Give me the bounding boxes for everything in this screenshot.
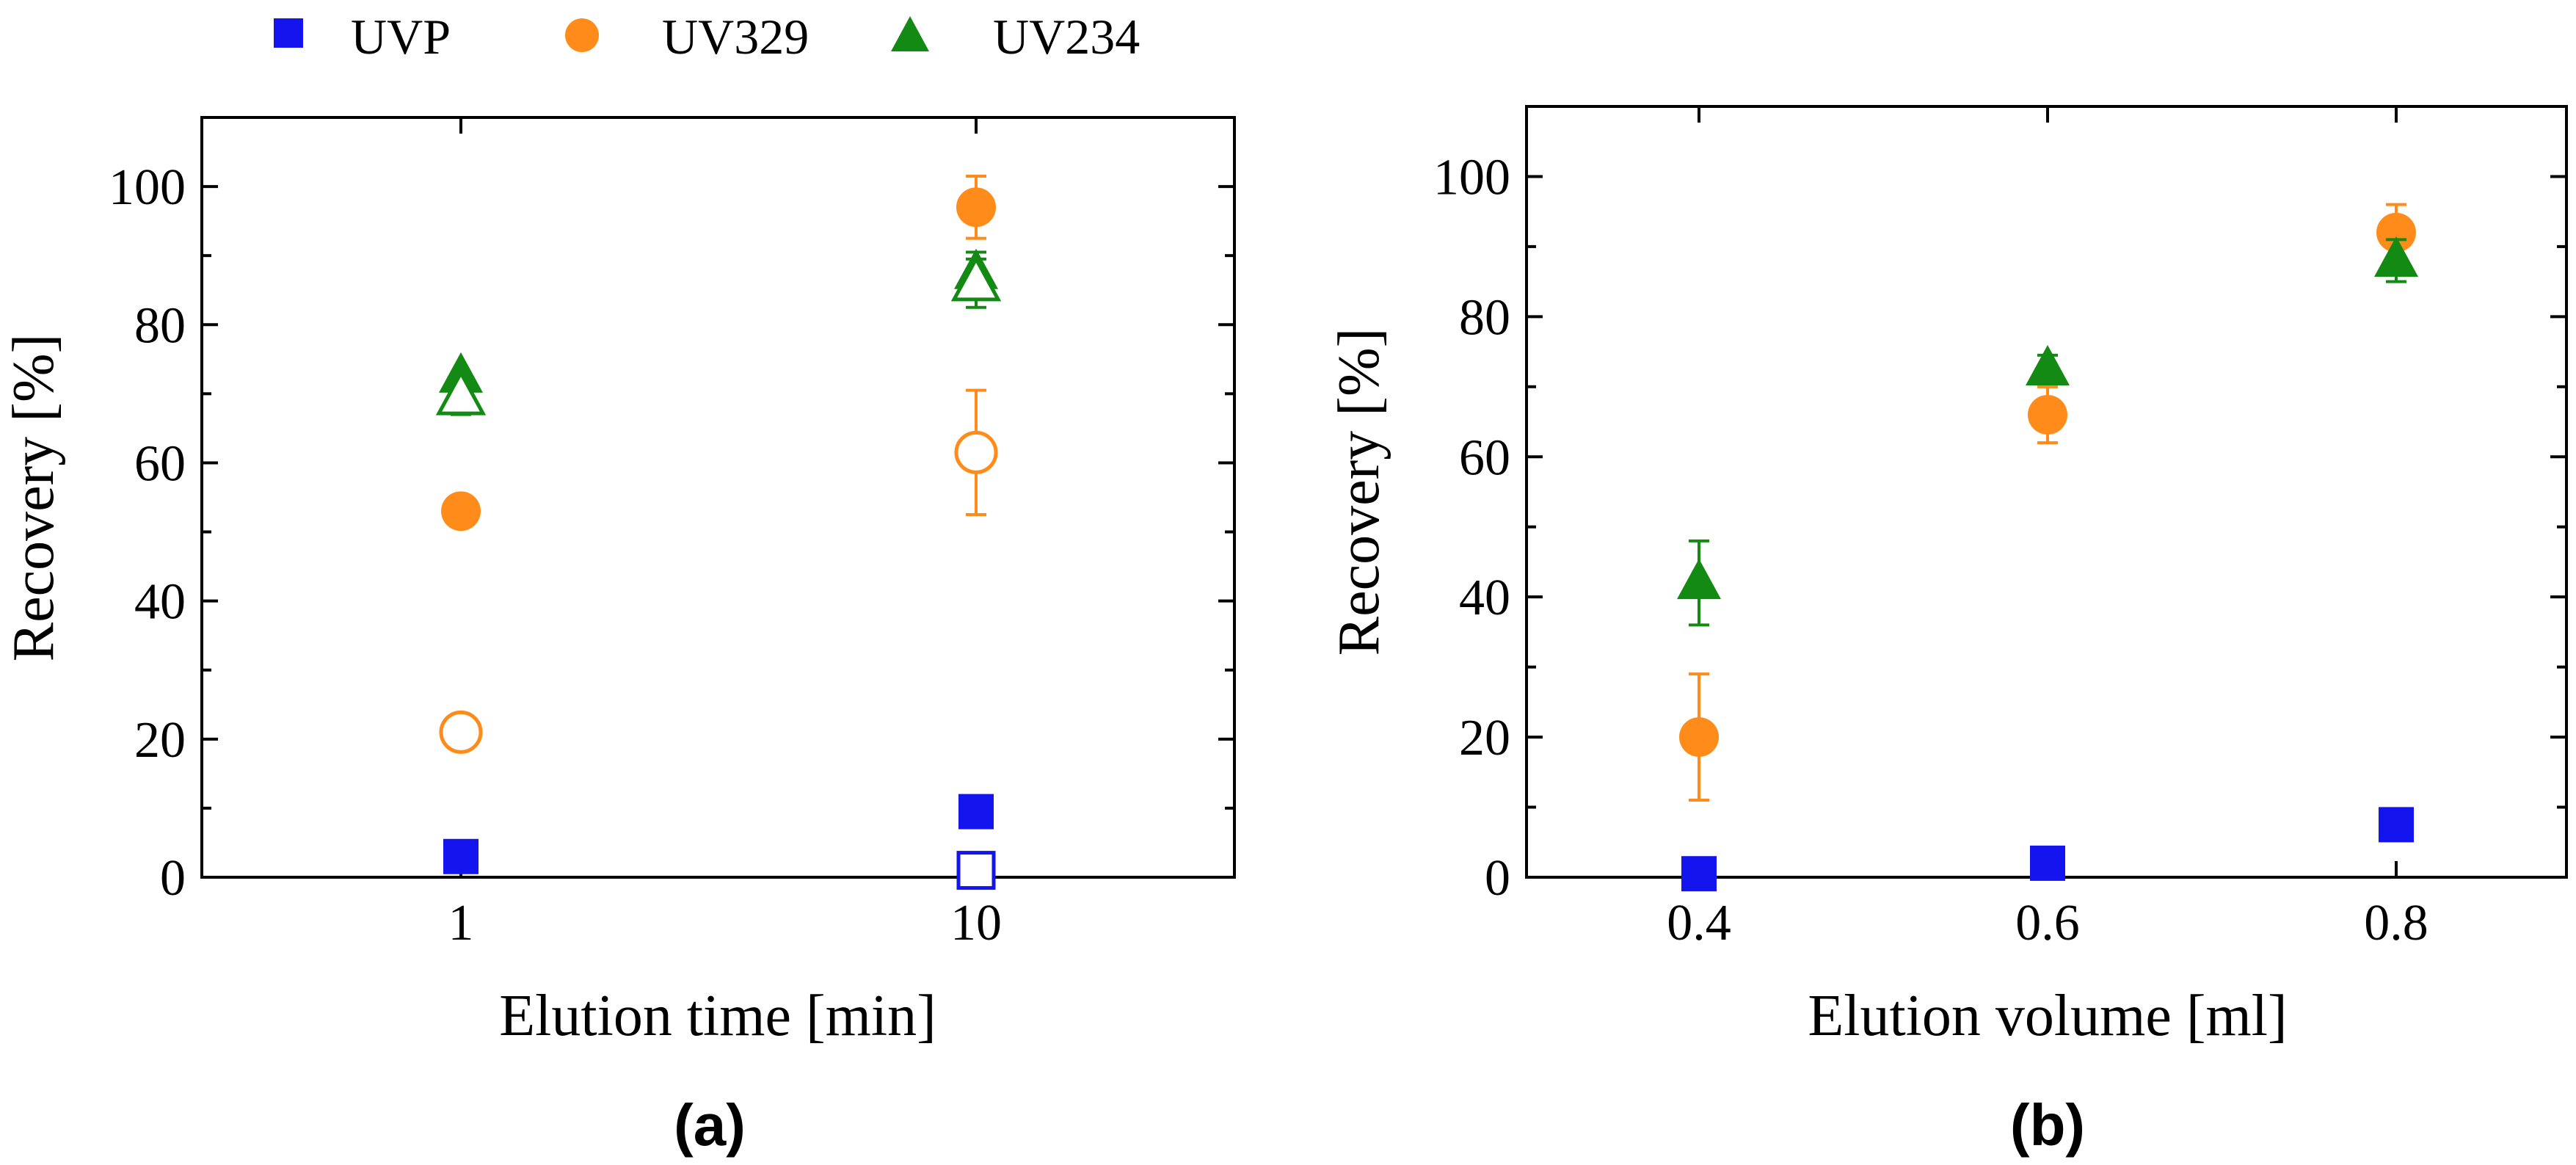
x-tick-label: 1 <box>448 895 474 951</box>
data-point-uv329 <box>2376 212 2416 253</box>
x-axis-label-a: Elution time [min] <box>499 984 936 1048</box>
panel-label-b: (b) <box>2010 1092 2085 1158</box>
y-tick-label: 40 <box>134 574 186 631</box>
marks-a <box>435 174 1002 890</box>
y-tick-label: 0 <box>160 850 186 907</box>
x-axis-label-b: Elution volume [ml] <box>1808 984 2287 1048</box>
legend: UVP UV329 UV234 <box>274 9 1140 65</box>
y-tick-label: 20 <box>134 712 186 769</box>
data-point-uvp <box>2379 807 2414 843</box>
data-point-uv329 <box>956 187 996 228</box>
data-point-uvp <box>958 794 994 830</box>
plot-frame-a <box>200 116 1236 879</box>
y-tick-label: 60 <box>134 435 186 492</box>
data-point-uv234-open <box>435 369 487 415</box>
y-axis-label-b: Recovery [%] <box>1327 328 1391 656</box>
y-tick-label: 60 <box>1459 429 1510 486</box>
y-axis-label-a: Recovery [%] <box>1 334 66 661</box>
data-point-uv329 <box>2028 395 2067 435</box>
data-point-uv234 <box>1677 559 1721 600</box>
y-tick-label: 20 <box>1459 710 1510 766</box>
y-tick-label: 80 <box>1459 289 1510 346</box>
chart-panel-b: 0 20 40 60 80 100 0.4 0.6 0.8 Recovery [%] Eluti… <box>1327 105 2568 1158</box>
legend-label-uvp: UVP <box>351 9 451 65</box>
ticks-b: 0 20 40 60 80 100 0.4 0.6 0.8 <box>1433 105 2566 951</box>
y-tick-label: 40 <box>1459 570 1510 626</box>
x-tick-label: 0.4 <box>1667 895 1731 951</box>
legend-marker-uv234 <box>891 16 929 51</box>
x-tick-label: 0.8 <box>2364 895 2428 951</box>
data-point-uv329 <box>1679 717 1719 758</box>
marks-b <box>1677 203 2418 892</box>
chart-panel-a: 0 20 40 60 80 100 1 10 Recovery [%] Elution tim… <box>1 116 1236 1158</box>
data-point-uvp <box>443 838 479 874</box>
data-point-uv329-open <box>439 710 483 754</box>
data-point-uv234 <box>2026 344 2070 385</box>
data-point-uv329 <box>441 491 481 531</box>
legend-marker-uv329 <box>565 18 599 52</box>
x-tick-label: 0.6 <box>2015 895 2080 951</box>
y-tick-label: 80 <box>134 297 186 354</box>
legend-label-uv329: UV329 <box>662 9 809 65</box>
legend-label-uv234: UV234 <box>993 9 1140 65</box>
data-point-uvp <box>2030 845 2065 881</box>
ticks-a: 0 20 40 60 80 100 1 10 <box>109 116 1234 951</box>
x-tick-label: 10 <box>950 895 1002 951</box>
data-point-uvp-open <box>956 851 996 890</box>
data-point-uvp <box>1681 856 1717 892</box>
panel-label-a: (a) <box>674 1092 746 1158</box>
data-point-uv234 <box>2374 236 2418 277</box>
y-tick-label: 100 <box>1433 149 1510 206</box>
legend-marker-uvp <box>274 18 303 48</box>
y-tick-label: 0 <box>1485 850 1510 907</box>
data-point-uv234-open <box>950 255 1002 302</box>
y-tick-label: 100 <box>109 159 186 216</box>
data-point-uv329-open <box>954 430 998 474</box>
